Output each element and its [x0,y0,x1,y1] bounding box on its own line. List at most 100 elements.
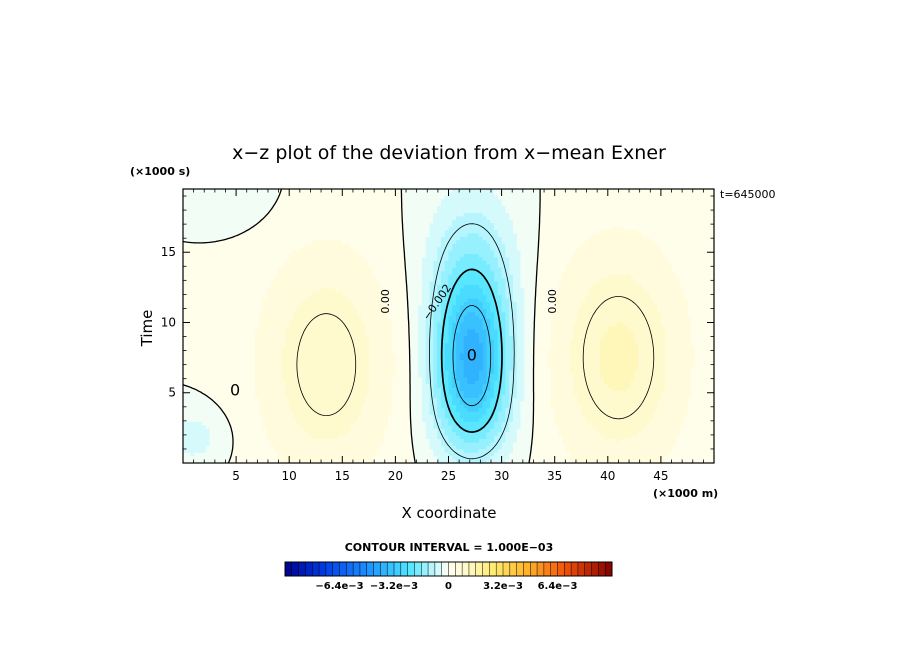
field-cell [323,346,328,351]
field-cell [247,284,252,289]
field-cell [190,189,195,194]
field-cell [395,404,400,409]
field-cell [334,274,340,279]
field-cell [402,425,408,430]
field-cell [406,442,412,447]
field-cell [247,343,252,348]
field-cell [384,257,389,262]
field-cell [414,411,419,416]
field-cell [342,428,347,433]
field-cell [251,387,256,392]
field-cell [194,192,199,197]
field-cell [236,435,241,440]
field-cell [266,322,271,327]
field-cell [190,206,195,211]
field-cell [277,233,283,238]
field-cell [285,356,290,361]
field-cell [190,199,195,204]
field-cell [376,236,381,241]
field-cell [410,343,415,348]
field-cell [308,257,313,262]
field-cell [270,264,275,269]
field-cell [239,329,245,334]
field-cell [198,425,203,430]
field-cell [270,189,275,194]
field-cell [190,305,195,310]
field-cell [304,291,309,296]
field-cell [414,332,419,337]
field-cell [349,250,355,255]
field-cell [311,439,317,444]
field-cell [228,230,233,235]
field-cell [410,212,415,217]
field-cell [262,288,268,293]
field-cell [361,308,366,313]
field-cell [243,298,249,303]
field-cell [418,216,423,221]
field-cell [327,380,332,385]
field-cell [201,356,207,361]
field-cell [205,428,211,433]
field-cell [372,264,378,269]
field-cell [190,281,195,286]
field-cell [217,353,222,358]
field-cell [289,219,294,224]
field-cell [323,202,328,207]
field-cell [243,240,249,245]
field-cell [198,411,203,416]
field-cell [330,308,336,313]
field-cell [368,305,374,310]
field-cell [186,267,192,272]
field-cell [247,425,252,430]
field-cell [372,459,378,463]
field-cell [198,391,203,396]
field-cell [217,199,222,204]
field-cell [372,421,378,426]
field-cell [285,254,290,259]
field-cell [201,308,207,313]
field-cell [281,195,286,200]
field-cell [311,452,317,457]
field-cell [308,247,313,252]
field-cell [319,397,324,402]
field-cell [380,343,385,348]
field-cell [372,456,378,461]
field-cell [323,298,328,303]
field-cell [349,199,355,204]
field-cell [349,206,355,211]
field-cell [243,439,249,444]
field-cell [201,353,207,358]
field-cell [387,202,393,207]
field-cell [327,397,332,402]
field-cell [353,315,359,320]
field-cell [391,315,396,320]
field-cell [186,418,192,423]
field-cell [198,404,203,409]
field-cell [239,240,245,245]
field-cell [262,432,268,437]
field-cell [220,384,226,389]
field-cell [418,212,423,217]
field-cell [311,223,317,228]
field-cell [243,322,249,327]
field-cell [338,257,343,262]
field-cell [205,322,211,327]
field-cell [368,302,374,307]
field-cell [255,219,260,224]
field-cell [183,373,188,378]
field-cell [410,264,415,269]
field-cell [289,308,294,313]
field-cell [194,421,199,426]
field-cell [239,442,245,447]
field-cell [414,254,419,259]
field-cell [308,421,313,426]
field-cell [346,202,351,207]
field-cell [236,332,241,337]
field-cell [372,370,378,375]
field-cell [277,401,283,406]
field-cell [357,346,362,351]
field-cell [183,223,188,228]
field-cell [274,415,279,420]
field-cell [304,298,309,303]
field-cell [300,404,305,409]
